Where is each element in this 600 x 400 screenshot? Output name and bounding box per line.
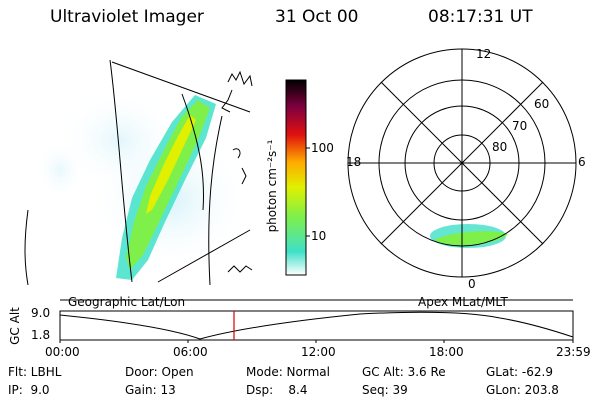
polar-plot xyxy=(347,48,577,278)
color-bar xyxy=(285,79,310,276)
polar-caption: Apex MLat/MLT xyxy=(418,295,508,309)
time-tick-1800: 18:00 xyxy=(429,345,464,359)
info-door: Door: Open xyxy=(125,365,194,379)
mlat-label-70: 70 xyxy=(512,119,528,133)
time-tick-1200: 12:00 xyxy=(301,345,336,359)
time-tick-0600: 06:00 xyxy=(173,345,208,359)
info-filter: Flt: LBHL xyxy=(8,365,62,379)
altitude-track-plot xyxy=(59,299,574,343)
info-glon: GLon: 203.8 xyxy=(486,383,559,397)
info-ip: IP: 9.0 xyxy=(8,383,50,397)
observation-date: 31 Oct 00 xyxy=(275,7,359,27)
mlt-label-6: 6 xyxy=(578,155,586,169)
coastline xyxy=(221,70,253,273)
mlat-label-80: 80 xyxy=(492,140,508,154)
x-ticks-marks xyxy=(59,340,574,343)
geographic-caption: Geographic Lat/Lon xyxy=(68,295,186,309)
auroral-oval-mid xyxy=(126,100,210,270)
auroral-oval-core xyxy=(146,115,196,214)
observation-time: 08:17:31 UT xyxy=(428,7,533,27)
altitude-axis-title: GC Alt xyxy=(8,307,22,345)
polar-grid xyxy=(347,48,577,278)
altitude-tick-bottom: 1.8 xyxy=(31,328,51,342)
lat-lon-grid xyxy=(24,59,251,286)
instrument-title: Ultraviolet Imager xyxy=(50,7,204,27)
geographic-image xyxy=(24,59,253,286)
info-dsp: Dsp: 8.4 xyxy=(246,383,308,397)
info-gc-alt: GC Alt: 3.6 Re xyxy=(362,365,446,379)
mlt-label-0: 0 xyxy=(468,277,476,291)
info-seq: Seq: 39 xyxy=(362,383,408,397)
mlt-label-18: 18 xyxy=(346,155,362,169)
info-mode: Mode: Normal xyxy=(246,365,330,379)
altitude-curve xyxy=(59,311,574,340)
colorbar-tick-10: 10 xyxy=(311,229,327,243)
info-gain: Gain: 13 xyxy=(125,383,176,397)
altitude-tick-top: 9.0 xyxy=(31,306,51,320)
colorbar-tick-100: 100 xyxy=(311,141,334,155)
time-tick-0000: 00:00 xyxy=(45,345,80,359)
time-tick-2359: 23:59 xyxy=(556,345,591,359)
mlt-label-12: 12 xyxy=(476,47,492,61)
colorbar-unit-label: photon cm⁻²s⁻¹ xyxy=(265,139,279,233)
info-glat: GLat: -62.9 xyxy=(486,365,553,379)
mlat-label-60: 60 xyxy=(534,97,550,111)
